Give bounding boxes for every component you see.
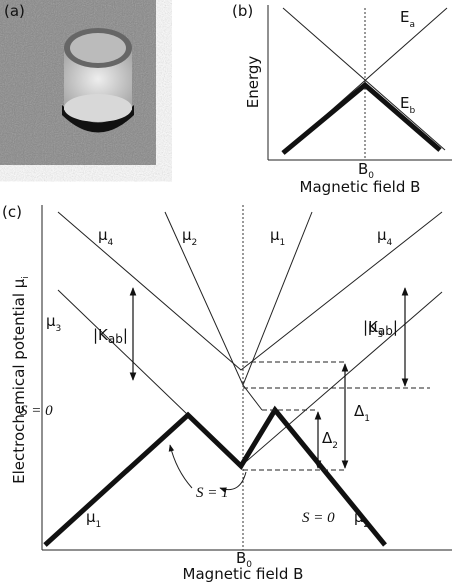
spin-label: S = 0 — [302, 510, 335, 526]
mu2-line — [165, 212, 262, 410]
y-axis-label: Electrochemical potential μi — [10, 276, 31, 484]
panel-label: (b) — [232, 2, 253, 20]
mu3-line — [241, 292, 442, 466]
curved-arrow — [170, 445, 192, 488]
mu-label: μ1 — [270, 226, 285, 248]
delta-label: Δ2 — [322, 429, 338, 451]
ground-state — [283, 85, 440, 153]
micrograph: (a) — [0, 0, 156, 165]
x-axis-label: Magnetic field B — [300, 178, 421, 196]
delta-label: Δ1 — [354, 402, 370, 424]
mu-label: μ1 — [86, 508, 101, 530]
panel-label: (a) — [4, 2, 25, 20]
x-axis-label: Magnetic field B — [183, 565, 304, 583]
panel-c: (c) μ4 μ2 μ1 μ4 μ3 μ3 μ1 μ2 |Kab| |Kab| … — [2, 203, 452, 583]
spin-label: S = 1 — [196, 485, 229, 501]
panel-b: (b) Ea Eb B0 Magnetic field B Energy — [232, 2, 452, 196]
energy-line — [283, 8, 445, 150]
mu-label: μ3 — [46, 312, 61, 334]
y-axis-label: Energy — [244, 56, 262, 109]
kab-label: |Kab| — [93, 326, 128, 346]
panel-label: (c) — [2, 203, 22, 221]
figure: (a) (b) Ea Eb B0 Magnetic field B Energy… — [0, 0, 456, 583]
ea-label: Ea — [400, 8, 415, 30]
mu-label: μ4 — [377, 226, 393, 248]
mu-label: μ4 — [98, 226, 114, 248]
kab-label: |Kab| — [363, 318, 398, 338]
mu-label: μ2 — [182, 226, 197, 248]
